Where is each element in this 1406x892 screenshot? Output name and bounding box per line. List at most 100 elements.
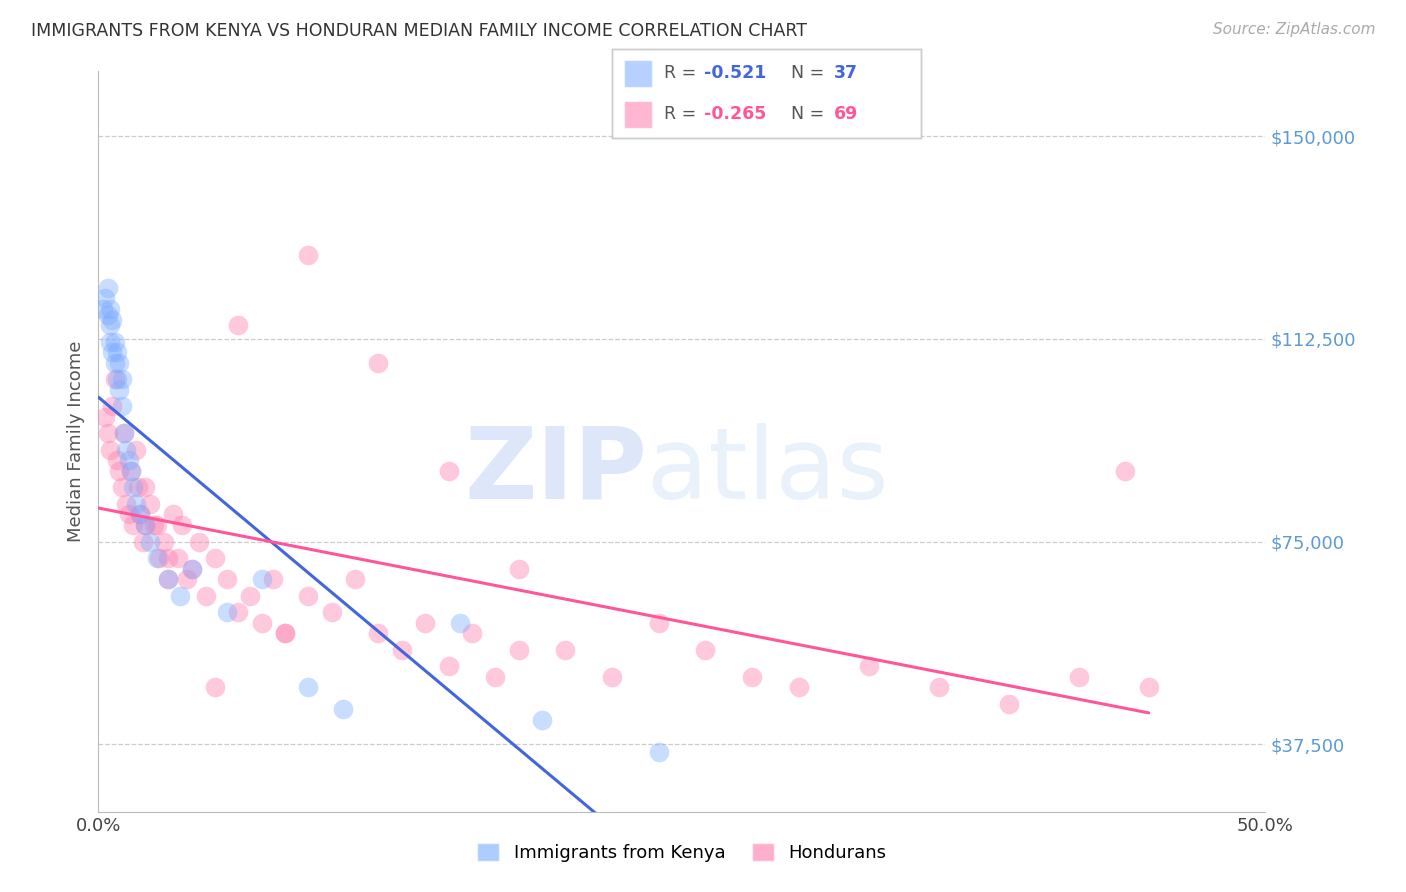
Point	[204, 681, 226, 695]
Point	[98, 302, 121, 317]
Point	[228, 605, 250, 619]
Point	[484, 670, 506, 684]
Text: N =: N =	[792, 64, 830, 82]
Point	[105, 453, 128, 467]
Text: 69: 69	[834, 105, 859, 123]
Point	[647, 745, 669, 759]
Point	[120, 464, 142, 478]
Point	[344, 572, 367, 586]
Point	[787, 681, 810, 695]
Point	[449, 615, 471, 630]
Point	[391, 642, 413, 657]
Point	[125, 497, 148, 511]
Point	[105, 345, 128, 359]
Point	[152, 534, 174, 549]
Point	[250, 615, 273, 630]
Point	[162, 508, 184, 522]
Point	[108, 464, 131, 478]
Point	[104, 372, 127, 386]
Point	[180, 561, 202, 575]
Point	[413, 615, 436, 630]
Point	[146, 550, 169, 565]
Point	[118, 453, 141, 467]
Point	[157, 550, 180, 565]
Point	[554, 642, 576, 657]
Point	[98, 318, 121, 333]
Point	[239, 589, 262, 603]
Point	[169, 589, 191, 603]
Point	[262, 572, 284, 586]
Point	[461, 626, 484, 640]
Point	[187, 534, 209, 549]
Point	[166, 550, 188, 565]
Point	[115, 497, 138, 511]
Point	[274, 626, 297, 640]
Point	[508, 642, 530, 657]
Point	[321, 605, 343, 619]
Text: Source: ZipAtlas.com: Source: ZipAtlas.com	[1212, 22, 1375, 37]
Point	[157, 572, 180, 586]
Point	[143, 518, 166, 533]
Point	[146, 518, 169, 533]
Point	[367, 626, 389, 640]
Point	[104, 356, 127, 370]
Point	[508, 561, 530, 575]
Point	[101, 400, 124, 414]
Point	[180, 561, 202, 575]
Point	[98, 334, 121, 349]
Point	[101, 345, 124, 359]
Point	[101, 313, 124, 327]
Point	[367, 356, 389, 370]
Point	[215, 572, 238, 586]
Point	[194, 589, 217, 603]
Point	[148, 550, 170, 565]
Point	[437, 464, 460, 478]
Point	[858, 658, 880, 673]
Point	[139, 534, 162, 549]
Point	[139, 497, 162, 511]
Point	[94, 410, 117, 425]
Point	[91, 302, 114, 317]
FancyBboxPatch shape	[624, 101, 652, 128]
Point	[108, 383, 131, 397]
Point	[122, 518, 145, 533]
Point	[111, 480, 134, 494]
Point	[215, 605, 238, 619]
Point	[112, 426, 135, 441]
Point	[530, 713, 553, 727]
Point	[228, 318, 250, 333]
Legend: Immigrants from Kenya, Hondurans: Immigrants from Kenya, Hondurans	[470, 836, 894, 870]
Text: -0.521: -0.521	[704, 64, 766, 82]
Point	[928, 681, 950, 695]
Point	[104, 334, 127, 349]
Point	[134, 518, 156, 533]
Point	[600, 670, 623, 684]
Point	[129, 508, 152, 522]
Text: R =: R =	[664, 105, 702, 123]
Point	[274, 626, 297, 640]
Point	[695, 642, 717, 657]
Point	[112, 426, 135, 441]
Point	[97, 280, 120, 294]
Text: -0.265: -0.265	[704, 105, 766, 123]
Point	[1114, 464, 1136, 478]
Point	[1137, 681, 1160, 695]
Point	[204, 550, 226, 565]
Point	[129, 508, 152, 522]
Point	[132, 534, 155, 549]
Point	[94, 291, 117, 305]
Point	[134, 518, 156, 533]
Text: R =: R =	[664, 64, 702, 82]
Point	[172, 518, 194, 533]
Point	[176, 572, 198, 586]
Text: 37: 37	[834, 64, 858, 82]
Point	[111, 372, 134, 386]
Text: atlas: atlas	[647, 423, 889, 520]
Point	[157, 572, 180, 586]
Point	[115, 442, 138, 457]
FancyBboxPatch shape	[624, 60, 652, 87]
Y-axis label: Median Family Income: Median Family Income	[67, 341, 86, 542]
Point	[108, 356, 131, 370]
Point	[127, 480, 149, 494]
Point	[122, 480, 145, 494]
